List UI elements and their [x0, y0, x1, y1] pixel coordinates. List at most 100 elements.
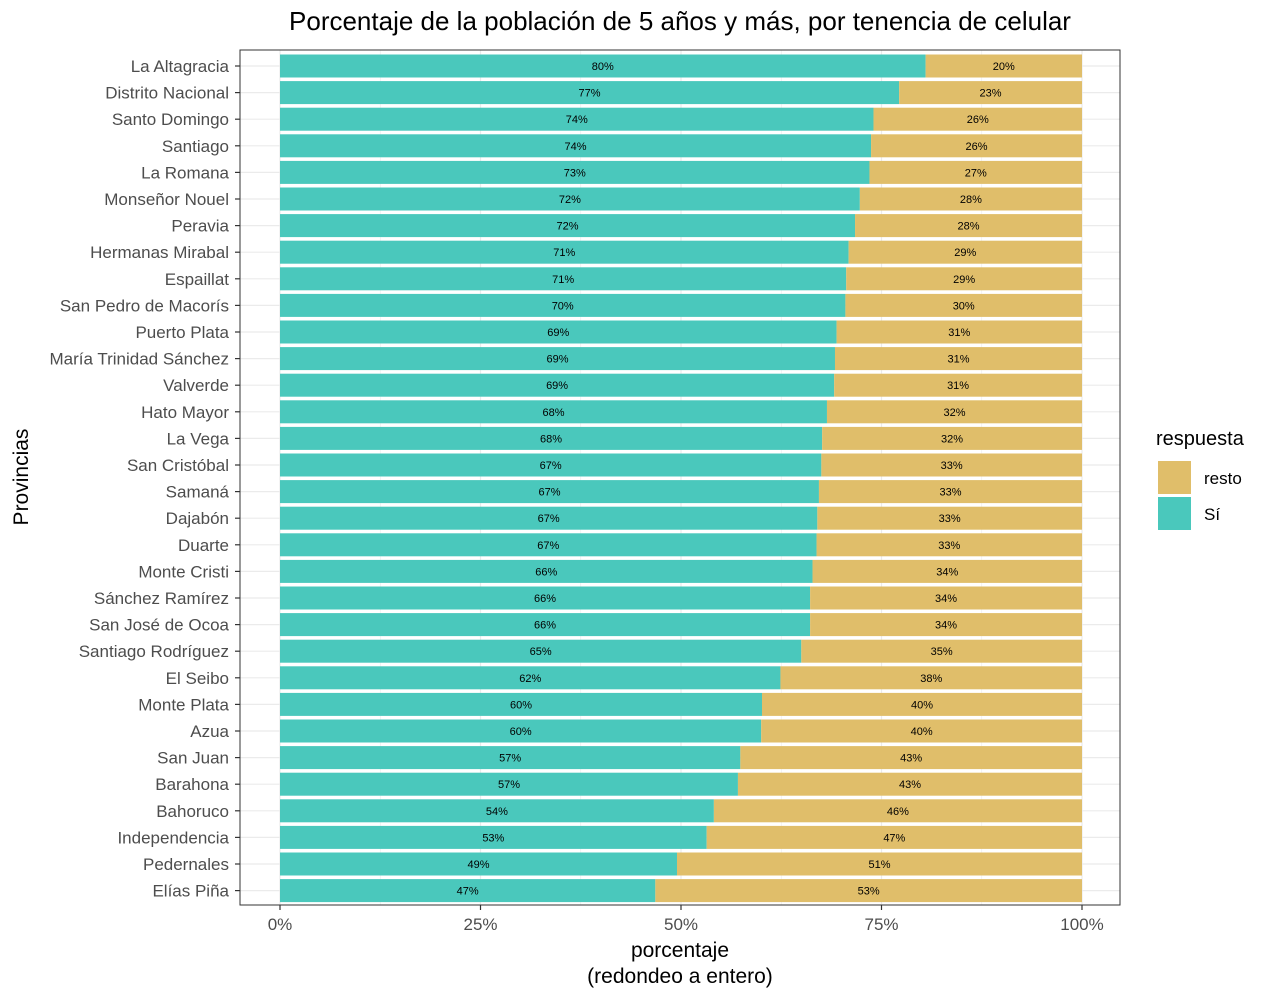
- bar-resto: [925, 54, 1082, 78]
- bars-layer: [280, 54, 1082, 903]
- bar-resto: [812, 559, 1082, 583]
- y-tick-label: Valverde: [163, 376, 229, 395]
- bar-label-resto: 35%: [931, 646, 953, 658]
- bar-label-resto: 20%: [993, 61, 1015, 73]
- bar-si: [280, 746, 741, 770]
- bar-resto: [780, 666, 1082, 690]
- bar-resto: [834, 373, 1082, 397]
- y-tick-label: Sánchez Ramírez: [94, 589, 229, 608]
- x-axis: 0% 25% 50% 75% 100%: [268, 905, 1104, 934]
- bar-label-resto: 27%: [965, 167, 987, 179]
- bar-label-si: 69%: [547, 327, 569, 339]
- bar-label-resto: 34%: [935, 593, 957, 605]
- y-tick-label: El Seibo: [166, 669, 229, 688]
- y-tick-label: Azua: [190, 722, 229, 741]
- bar-resto: [818, 480, 1082, 504]
- bar-label-si: 66%: [534, 620, 556, 632]
- y-tick-label: Barahona: [155, 775, 229, 794]
- bar-label-si: 69%: [546, 380, 568, 392]
- bar-si: [280, 879, 656, 903]
- bar-label-si: 57%: [498, 779, 520, 791]
- bar-si: [280, 214, 856, 238]
- bar-label-si: 60%: [510, 726, 532, 738]
- y-tick-label: San Juan: [157, 749, 229, 768]
- y-tick-label: La Altagracia: [131, 57, 230, 76]
- bar-label-si: 62%: [519, 673, 541, 685]
- bar-si: [280, 772, 738, 796]
- bar-si: [280, 453, 822, 477]
- y-tick-label: Santiago: [162, 137, 229, 156]
- bar-si: [280, 160, 870, 184]
- bar-si: [280, 293, 846, 317]
- bar-si: [280, 586, 811, 610]
- bar-label-si: 70%: [552, 300, 574, 312]
- y-axis: La Altagracia Distrito Nacional Santo Domi…: [49, 57, 240, 901]
- y-tick-label: Elías Piña: [152, 882, 229, 901]
- x-axis-subtitle: (redondeo a entero): [587, 965, 773, 988]
- legend: respuesta resto Sí: [1156, 428, 1245, 530]
- bar-label-resto: 40%: [911, 699, 933, 711]
- y-tick-label: Hato Mayor: [141, 403, 229, 422]
- y-tick-label: Espaillat: [165, 270, 230, 289]
- bar-si: [280, 187, 860, 211]
- bar-label-resto: 53%: [858, 886, 880, 898]
- bar-label-si: 72%: [559, 194, 581, 206]
- bar-si: [280, 426, 823, 450]
- bar-resto: [816, 533, 1082, 557]
- bar-si: [280, 852, 677, 876]
- legend-items: resto Sí: [1158, 461, 1242, 530]
- bar-label-resto: 31%: [947, 354, 969, 366]
- bar-resto: [826, 400, 1082, 424]
- bar-si: [280, 719, 762, 743]
- bar-label-si: 60%: [510, 699, 532, 711]
- bar-label-resto: 43%: [900, 753, 922, 765]
- bar-resto: [761, 719, 1082, 743]
- bar-si: [280, 134, 872, 158]
- bar-resto: [676, 852, 1082, 876]
- y-tick-label: La Romana: [141, 163, 229, 182]
- y-tick-label: Bahoruco: [156, 802, 229, 821]
- bar-label-resto: 23%: [980, 88, 1002, 100]
- x-tick-label: 25%: [463, 915, 497, 934]
- bar-label-resto: 31%: [948, 327, 970, 339]
- y-tick-label: Dajabón: [166, 509, 229, 528]
- bar-label-resto: 26%: [966, 141, 988, 153]
- bar-si: [280, 692, 763, 716]
- bar-resto: [740, 746, 1082, 770]
- bar-label-resto: 51%: [868, 859, 890, 871]
- bar-label-si: 68%: [542, 407, 564, 419]
- x-tick-label: 50%: [664, 915, 698, 934]
- bar-si: [280, 506, 818, 530]
- bar-label-resto: 33%: [939, 487, 961, 499]
- bar-resto: [822, 426, 1082, 450]
- bar-si: [280, 639, 802, 663]
- bar-label-si: 71%: [552, 274, 574, 286]
- bar-label-si: 71%: [553, 247, 575, 259]
- bar-label-resto: 29%: [954, 247, 976, 259]
- y-tick-label: La Vega: [167, 429, 230, 448]
- bar-resto: [655, 879, 1082, 903]
- bar-label-resto: 29%: [953, 274, 975, 286]
- bar-label-resto: 31%: [947, 380, 969, 392]
- bar-resto: [855, 214, 1082, 238]
- bar-label-si: 66%: [535, 566, 557, 578]
- x-tick-label: 0%: [268, 915, 293, 934]
- bar-si: [280, 107, 874, 131]
- bar-label-si: 67%: [538, 513, 560, 525]
- bar-label-resto: 33%: [939, 513, 961, 525]
- bar-label-si: 73%: [564, 167, 586, 179]
- bar-resto: [706, 825, 1082, 849]
- bar-resto: [801, 639, 1082, 663]
- y-tick-label: Monte Plata: [138, 695, 229, 714]
- y-tick-label: Distrito Nacional: [105, 84, 229, 103]
- legend-title: respuesta: [1156, 428, 1245, 450]
- y-tick-label: Monte Cristi: [138, 562, 229, 581]
- bar-label-si: 74%: [566, 114, 588, 126]
- bar-resto: [810, 586, 1082, 610]
- bar-label-si: 67%: [540, 460, 562, 472]
- bar-label-resto: 34%: [936, 566, 958, 578]
- y-tick-label: Hermanas Mirabal: [90, 243, 229, 262]
- bar-resto: [821, 453, 1082, 477]
